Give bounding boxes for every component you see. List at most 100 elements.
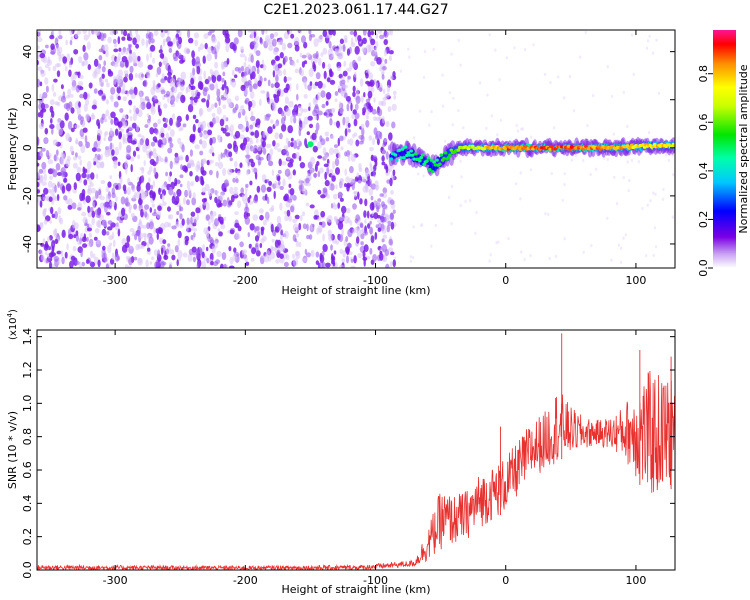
noise-dot [49, 261, 52, 268]
trace-core [518, 147, 522, 151]
noise-dot [381, 74, 385, 80]
noise-dot [338, 216, 345, 222]
noise-dot [297, 30, 302, 33]
noise-dot [196, 65, 201, 75]
noise-dot [163, 56, 168, 65]
trace-core [412, 157, 416, 161]
noise-dot [275, 74, 279, 83]
colorbar-tick-label: 0.4 [697, 162, 710, 180]
noise-dot [176, 93, 180, 99]
noise-dot [182, 123, 187, 128]
noise-dot [523, 257, 526, 261]
noise-dot [67, 204, 73, 210]
noise-dot [124, 137, 128, 144]
noise-dot [381, 228, 387, 234]
noise-dot [68, 101, 73, 110]
noise-dot [255, 225, 261, 232]
noise-dot [475, 211, 478, 215]
noise-dot [116, 216, 121, 221]
noise-dot [513, 46, 516, 50]
noise-dot [357, 180, 362, 184]
noise-dot [210, 261, 214, 266]
noise-dot [108, 235, 114, 241]
noise-dot [102, 252, 106, 262]
noise-dot [161, 247, 164, 255]
noise-dot [234, 145, 238, 155]
noise-dot [240, 46, 245, 52]
noise-dot [134, 55, 139, 64]
noise-dot [206, 107, 212, 112]
spectrogram-y-label: Frequency (Hz) [6, 108, 19, 191]
noise-dot [156, 210, 162, 219]
noise-dot [207, 31, 212, 36]
noise-dot [126, 235, 131, 243]
y-tick-label: 1.2 [21, 361, 34, 379]
noise-dot [387, 247, 394, 252]
noise-dot [271, 238, 275, 243]
noise-dot [359, 198, 363, 205]
noise-dot [350, 258, 354, 263]
noise-dot [204, 42, 208, 50]
noise-dot [157, 118, 161, 125]
noise-dot [92, 201, 95, 209]
x-tick-label: 100 [625, 574, 646, 587]
noise-dot [81, 62, 85, 67]
noise-dot [287, 125, 294, 134]
noise-dot [381, 100, 387, 107]
noise-dot [134, 191, 137, 199]
noise-dot [355, 141, 359, 146]
noise-dot [47, 236, 51, 242]
noise-dot [93, 236, 98, 241]
noise-dot [139, 103, 143, 109]
noise-dot [176, 259, 179, 267]
noise-dot [208, 220, 211, 226]
noise-dot [207, 94, 211, 101]
trace-core [405, 153, 409, 158]
noise-dot [274, 146, 278, 150]
noise-dot [109, 127, 113, 135]
noise-dot [85, 195, 91, 203]
noise-dot [195, 56, 201, 65]
noise-dot [365, 169, 370, 177]
noise-dot [379, 66, 383, 72]
noise-dot [139, 218, 142, 225]
noise-dot [235, 178, 239, 184]
noise-dot [149, 44, 156, 52]
noise-dot [223, 179, 229, 187]
noise-dot [37, 45, 40, 50]
noise-dot [135, 30, 138, 36]
noise-dot [359, 222, 364, 228]
noise-dot [364, 198, 368, 207]
noise-dot [339, 38, 344, 45]
noise-dot [226, 98, 232, 104]
noise-dot [39, 222, 43, 227]
noise-dot [283, 230, 289, 239]
noise-dot [116, 86, 122, 94]
noise-dot [377, 30, 383, 34]
noise-dot [267, 79, 271, 87]
noise-dot [87, 64, 92, 71]
noise-dot [307, 115, 313, 121]
noise-dot [387, 106, 392, 112]
noise-dot [251, 71, 256, 80]
signal-trace [307, 137, 675, 177]
noise-dot [132, 37, 137, 45]
noise-dot [367, 223, 371, 229]
noise-dot [37, 175, 43, 179]
noise-dot [386, 84, 391, 93]
noise-dot [292, 223, 299, 231]
noise-dot [389, 177, 393, 187]
noise-dot [305, 52, 311, 58]
noise-dot [56, 102, 61, 107]
noise-dot [310, 223, 313, 231]
noise-dot [117, 36, 121, 45]
noise-dot [186, 224, 189, 233]
noise-dot [201, 140, 207, 149]
trace-core [531, 147, 535, 151]
noise-dot [167, 147, 173, 154]
noise-dot [285, 107, 291, 117]
noise-dot [322, 147, 327, 156]
noise-dot [230, 131, 234, 137]
noise-dot [75, 137, 78, 145]
noise-dot [188, 37, 194, 44]
